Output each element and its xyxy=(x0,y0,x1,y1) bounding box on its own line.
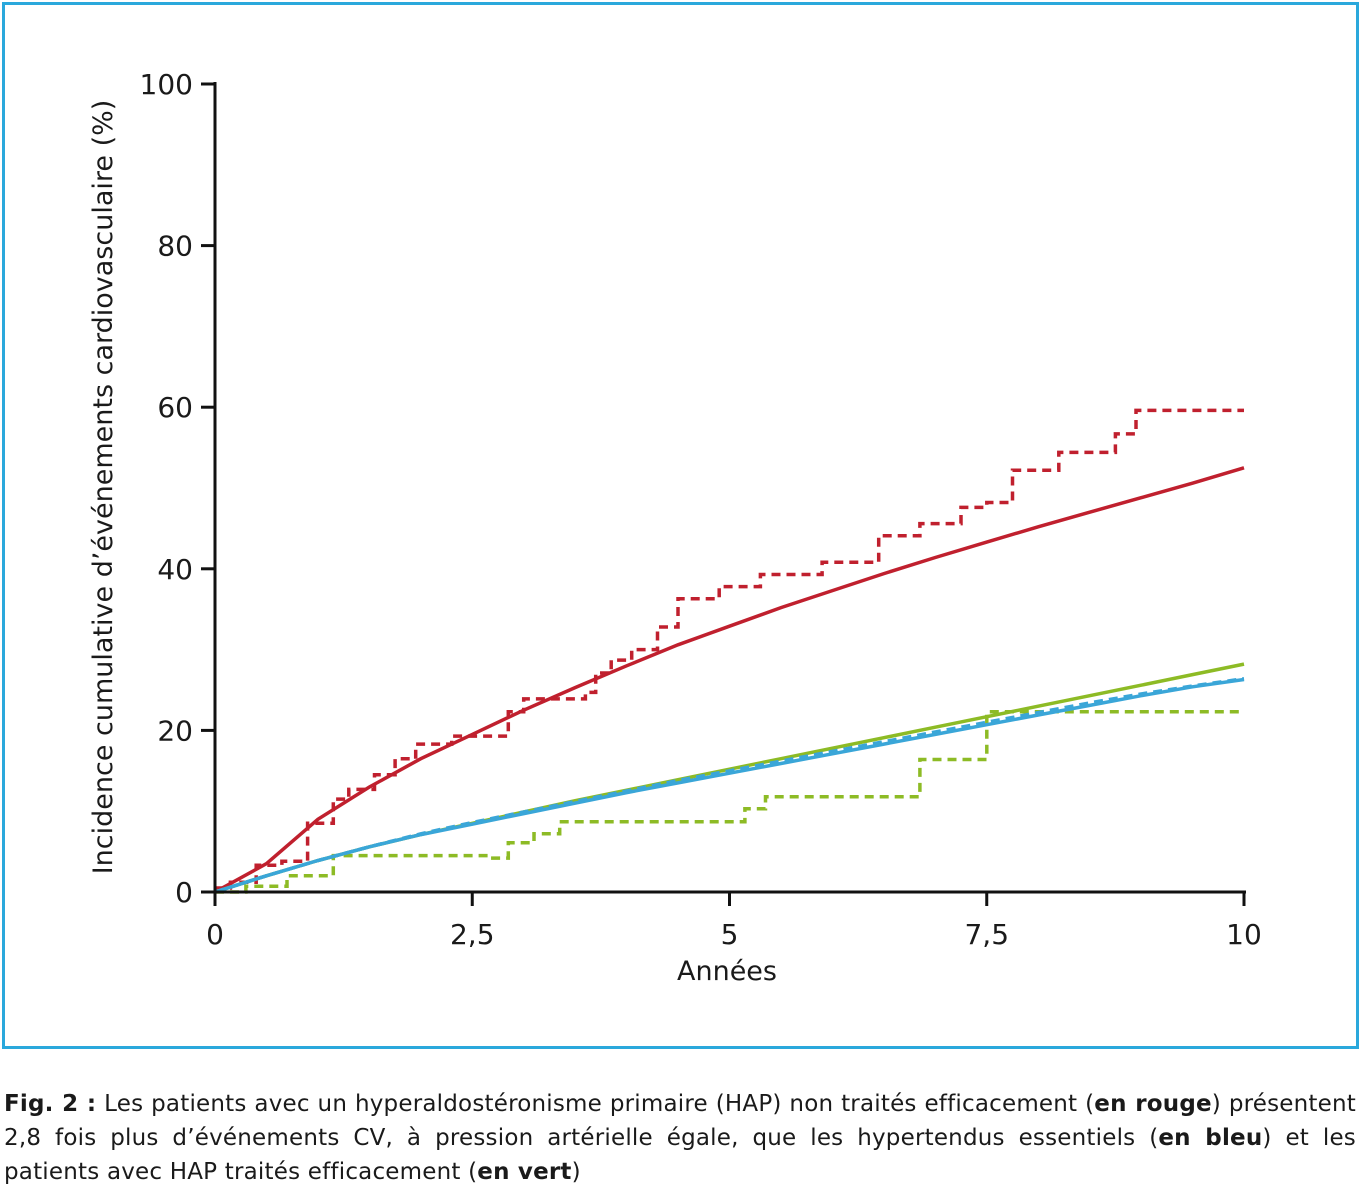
caption-text-1: Les patients avec un hyperaldostéronisme… xyxy=(96,1091,1095,1117)
series-line-2-solid xyxy=(214,662,1245,894)
caption-green: en vert xyxy=(477,1159,572,1185)
caption-text-4: ) xyxy=(571,1159,581,1185)
caption-red: en rouge xyxy=(1094,1091,1212,1117)
y-tick-label: 0 xyxy=(175,876,193,909)
axes-layer: 0 20 40 60 80 100 0 2,5 5 7,5 10 xyxy=(140,68,1262,951)
caption-text-2: ) présentent 2,8 fois plus d’événements … xyxy=(4,1091,1356,1151)
caption-blue: en bleu xyxy=(1158,1125,1263,1151)
x-axis-title: Années xyxy=(677,956,777,987)
caption-text-3: ) et les patients avec HAP traités effic… xyxy=(4,1125,1356,1185)
y-tick-label: 40 xyxy=(157,553,193,586)
series-line-5-dashed xyxy=(214,676,1245,894)
series-layer xyxy=(214,408,1245,894)
series-line-3-dashed xyxy=(215,710,1244,894)
caption-label: Fig. 2 : xyxy=(4,1091,97,1117)
x-tick-label: 10 xyxy=(1226,918,1262,951)
y-tick-label: 100 xyxy=(140,68,193,101)
y-axis-title: Incidence cumulative d’événements cardio… xyxy=(88,100,119,875)
series-line-0-solid xyxy=(214,466,1245,894)
x-tick-label: 7,5 xyxy=(964,918,1009,951)
series-line-4-solid xyxy=(214,677,1245,894)
x-tick-label: 5 xyxy=(721,918,739,951)
chart: 0 20 40 60 80 100 0 2,5 5 7,5 10 Années Incidence … xyxy=(88,68,1262,987)
y-tick-label: 60 xyxy=(157,391,193,424)
figure-caption: Fig. 2 : Les patients avec un hyperaldos… xyxy=(4,1087,1356,1189)
series-line-1-dashed xyxy=(215,408,1244,890)
y-tick-label: 20 xyxy=(157,714,193,747)
y-tick-label: 80 xyxy=(157,230,193,263)
x-tick-label: 2,5 xyxy=(450,918,495,951)
x-tick-label: 0 xyxy=(206,918,224,951)
figure-frame xyxy=(2,2,1359,1049)
